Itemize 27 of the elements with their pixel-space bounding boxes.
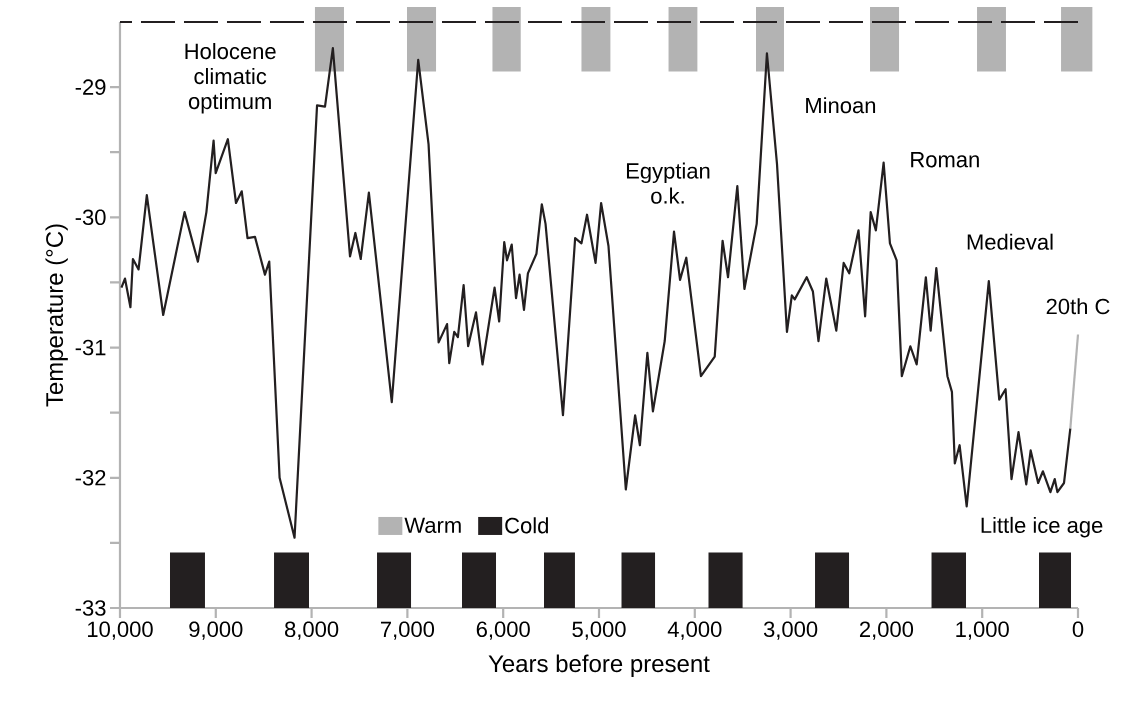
x-tick-label: 9,000 <box>189 621 243 640</box>
y-tick-label: -30 <box>75 209 106 226</box>
x-tick-label: 6,000 <box>476 621 530 640</box>
annotation: Egyptian o.k. <box>626 162 710 204</box>
annotation: Little ice age <box>981 516 1103 538</box>
annotation: Minoan <box>806 97 876 114</box>
x-tick-label: 10,000 <box>88 621 153 640</box>
x-tick-label: 0 <box>1072 621 1084 638</box>
x-tick-label: 4,000 <box>667 621 722 640</box>
y-tick-label: -33 <box>75 600 106 616</box>
x-tick-label: 3,000 <box>763 621 818 640</box>
x-tick-label: 8,000 <box>285 621 339 640</box>
x-tick-label: 2,000 <box>859 621 914 640</box>
legend-label: Warm <box>404 517 461 533</box>
legend-label: Cold <box>505 517 548 534</box>
annotation: Medieval <box>967 233 1053 250</box>
annotation: 20th C <box>1046 298 1110 315</box>
y-tick-label: -32 <box>75 469 106 486</box>
annotation: Holocene climatic optimum <box>185 43 276 114</box>
x-axis-title: Years before present <box>488 654 710 677</box>
x-tick-label: 7,000 <box>380 621 435 640</box>
annotation: Roman <box>911 152 979 168</box>
y-axis-title: Temperature (°C) <box>45 224 68 407</box>
y-tick-label: -31 <box>75 339 106 356</box>
x-tick-label: 5,000 <box>572 621 626 640</box>
x-tick-label: 1,000 <box>956 621 1009 640</box>
y-tick-label: -29 <box>75 79 106 95</box>
